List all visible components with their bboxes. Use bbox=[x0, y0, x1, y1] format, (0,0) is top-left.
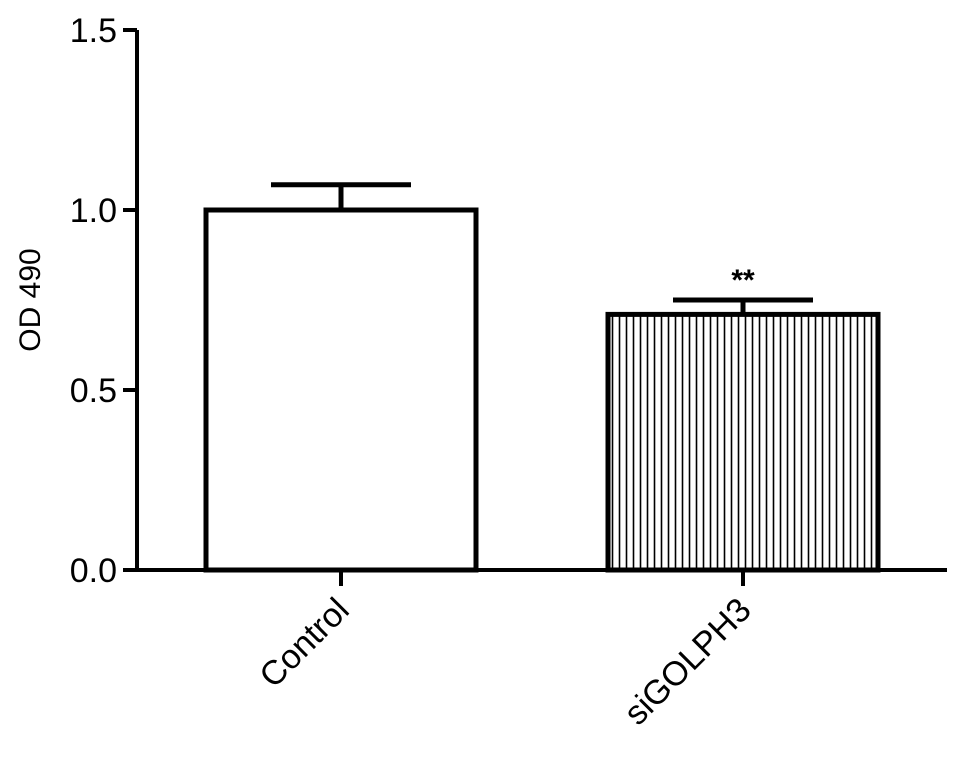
significance-label: ** bbox=[731, 264, 755, 297]
bar-control bbox=[203, 207, 479, 573]
y-axis-label: OD 490 bbox=[14, 248, 47, 351]
x-tick-label: siGOLPH3 bbox=[617, 591, 759, 733]
bar-sigolph3 bbox=[605, 311, 881, 573]
y-tick-label: 0.5 bbox=[70, 372, 117, 410]
y-tick-label: 1.5 bbox=[70, 12, 117, 50]
bars-layer: ** bbox=[203, 182, 881, 573]
y-tick-label: 1.0 bbox=[70, 192, 117, 230]
y-tick-label: 0.0 bbox=[70, 552, 117, 590]
x-tick-label: Control bbox=[252, 591, 356, 695]
